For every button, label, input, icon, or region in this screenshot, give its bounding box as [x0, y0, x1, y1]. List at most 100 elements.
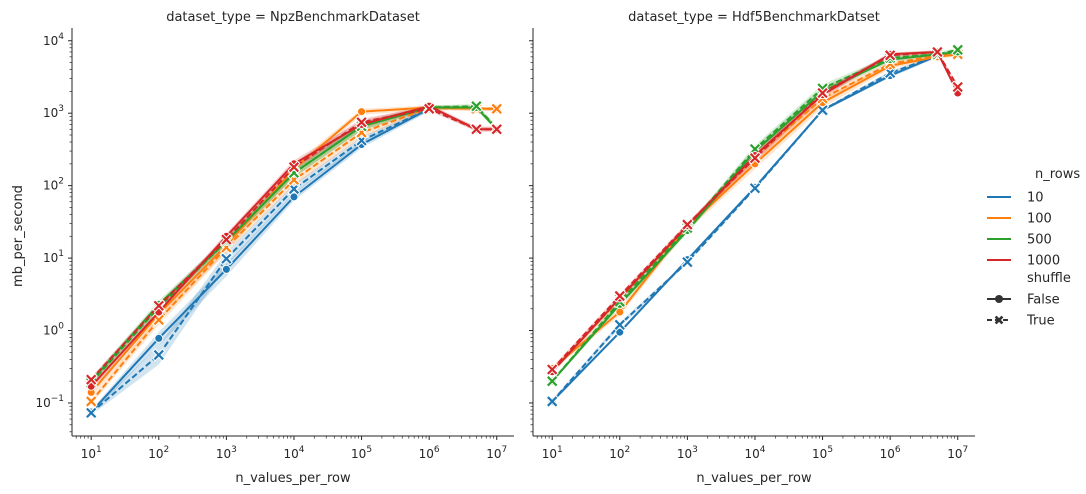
data-point-x [952, 44, 963, 55]
data-point-x [884, 50, 896, 61]
legend-circle-marker [995, 295, 1003, 303]
x-tick-exponent: 2 [625, 445, 631, 455]
x-tick-base: 10 [486, 447, 501, 461]
x-tick-label: 103 [677, 445, 698, 461]
legend-item-1000: 1000 [987, 254, 1060, 269]
data-point-x [491, 124, 502, 135]
legend-item-10: 10 [987, 191, 1044, 206]
x-tick-base: 10 [216, 447, 231, 461]
data-point-x [547, 396, 558, 407]
x-tick-exponent: 6 [895, 445, 901, 455]
y-tick-exponent: 0 [58, 322, 64, 332]
y-tick-base: 10 [35, 396, 50, 410]
legend-style-label: False [1027, 293, 1060, 308]
data-point-x [614, 290, 625, 302]
x-tick-base: 10 [812, 447, 827, 461]
legend-item-label: 100 [1027, 212, 1052, 227]
x-tick-exponent: 1 [557, 445, 563, 455]
legend-x-marker [994, 315, 1004, 325]
ci-band-10-true [552, 54, 938, 403]
x-tick-exponent: 4 [299, 445, 305, 455]
data-point-circle [615, 327, 625, 337]
legend-style-true: True [987, 314, 1055, 329]
legend-item-100: 100 [987, 212, 1052, 227]
series-line-100-false [551, 53, 958, 370]
y-tick-base: 10 [43, 251, 58, 265]
y-tick-label: 104 [43, 32, 64, 48]
ci-band-1000-false [552, 50, 958, 375]
data-point-x [817, 105, 828, 116]
x-tick-base: 10 [148, 447, 163, 461]
x-tick-base: 10 [677, 447, 692, 461]
data-point-circle [289, 192, 299, 202]
panel-title: dataset_type = NpzBenchmarkDataset [166, 10, 420, 25]
data-point-x [471, 124, 482, 135]
data-point-x [491, 103, 502, 114]
data-point-x [932, 46, 943, 58]
data-point-x [749, 152, 761, 164]
x-tick-exponent: 6 [434, 445, 440, 455]
y-tick-exponent: 3 [58, 104, 64, 114]
data-point-x [682, 256, 693, 268]
x-tick-exponent: 3 [231, 445, 237, 455]
series-line-1000-true [551, 50, 959, 371]
data-point-x [288, 183, 300, 195]
data-point-x [153, 300, 164, 311]
x-tick-exponent: 5 [827, 445, 833, 455]
x-tick-label: 104 [744, 445, 765, 461]
x-tick-label: 102 [609, 445, 630, 461]
y-tick-label: 10−1 [35, 394, 64, 410]
panel-title: dataset_type = Hdf5BenchmarkDatset [628, 10, 880, 25]
x-tick-exponent: 2 [164, 445, 170, 455]
y-tick-label: 103 [43, 104, 64, 120]
data-point-circle [221, 264, 231, 274]
x-tick-exponent: 4 [760, 445, 766, 455]
data-point-x [356, 117, 367, 128]
x-tick-base: 10 [947, 447, 962, 461]
x-tick-base: 10 [609, 447, 624, 461]
y-tick-base: 10 [43, 34, 58, 48]
series-line-500-true [90, 105, 498, 384]
data-point-x [547, 364, 558, 375]
legend-item-label: 10 [1027, 191, 1044, 206]
y-tick-exponent: 2 [58, 177, 64, 187]
x-tick-base: 10 [744, 447, 759, 461]
series-line-500-false [551, 50, 958, 382]
x-tick-base: 10 [880, 447, 895, 461]
data-point-x [952, 81, 963, 93]
x-tick-label: 101 [542, 445, 563, 461]
legend-style-false: False [987, 293, 1060, 308]
legend-hue-title: n_rows [1035, 167, 1080, 182]
data-point-x [153, 349, 164, 361]
series-line-1000-true [90, 107, 497, 381]
data-point-x [749, 183, 761, 194]
legend-style-label: True [1026, 314, 1055, 329]
series-line-100-true [551, 53, 958, 372]
data-point-x [86, 374, 97, 385]
x-tick-label: 105 [812, 445, 833, 461]
data-point-x [86, 396, 97, 407]
data-point-x [356, 135, 367, 146]
x-axis-label: n_values_per_row [235, 471, 351, 486]
series-line-10-true [551, 54, 938, 403]
data-point-x [817, 87, 828, 99]
data-point-x [547, 376, 558, 387]
x-tick-exponent: 1 [96, 445, 102, 455]
x-tick-label: 101 [81, 445, 102, 461]
y-tick-label: 102 [43, 177, 64, 193]
y-tick-label: 100 [43, 322, 64, 338]
x-tick-base: 10 [542, 447, 557, 461]
series-line-10-true [90, 107, 430, 414]
series-line-10-false [90, 107, 430, 413]
legend-style-title: shuffle [1027, 271, 1071, 286]
y-tick-label: 101 [43, 249, 64, 265]
y-tick-base: 10 [43, 106, 58, 120]
x-tick-exponent: 7 [963, 445, 969, 455]
data-point-x [749, 143, 761, 155]
legend-item-label: 500 [1027, 233, 1052, 248]
x-axis-label: n_values_per_row [696, 471, 812, 486]
legend-item-500: 500 [987, 233, 1052, 248]
y-tick-exponent: 1 [58, 249, 64, 259]
